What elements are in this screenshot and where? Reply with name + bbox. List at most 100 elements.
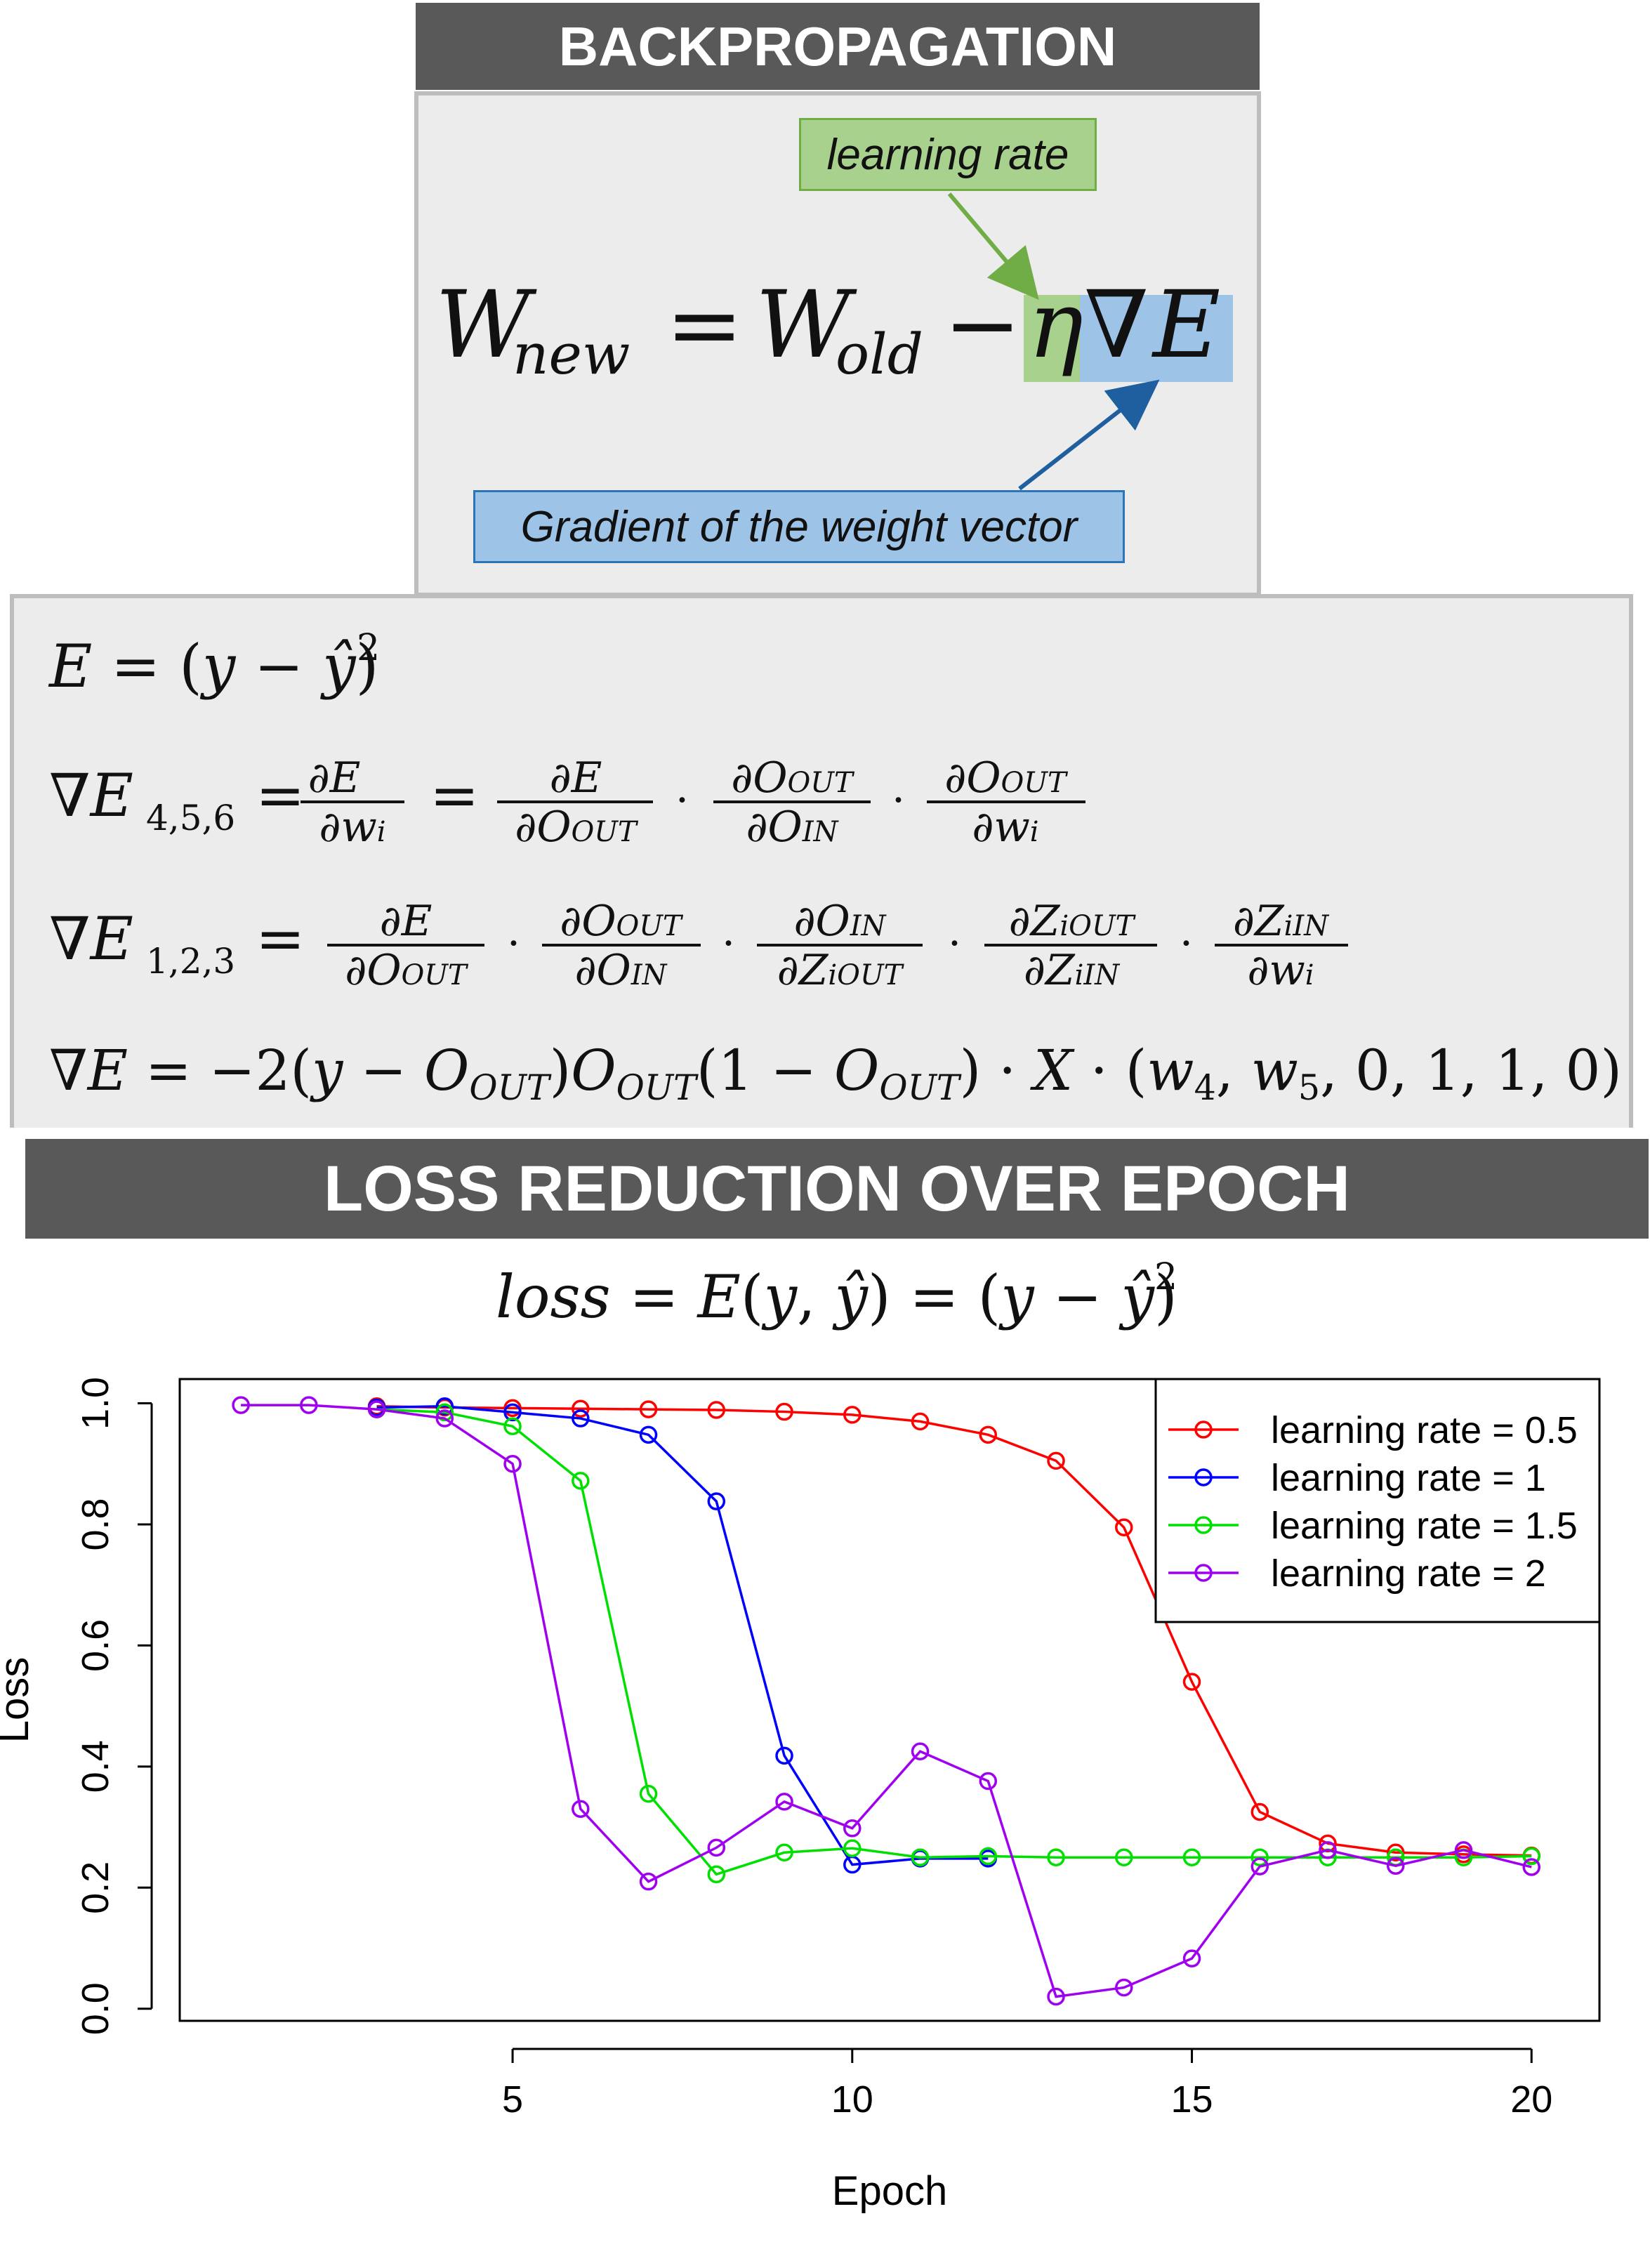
- svg-text:∇E: ∇E: [49, 904, 133, 973]
- data-point-series-1: [1182, 1673, 1201, 1691]
- update-rule-equation: W new = W old − η ∇ E: [435, 271, 1220, 387]
- y-axis-label: Loss: [0, 1657, 37, 1743]
- svg-text:2: 2: [357, 627, 380, 669]
- data-point-series-4: [843, 1819, 862, 1838]
- data-point-series-2: [775, 1746, 793, 1765]
- svg-text:∂E: ∂E: [380, 897, 433, 946]
- data-point-series-1: [1387, 1843, 1405, 1862]
- svg-text:∇: ∇: [1084, 271, 1149, 379]
- legend-marker: [1194, 1564, 1213, 1582]
- svg-text:·: ·: [675, 776, 689, 825]
- svg-text:·: ·: [507, 919, 520, 968]
- learning-rate-callout: learning rate: [799, 118, 1097, 191]
- loss-reduction-title: LOSS REDUCTION OVER EPOCH: [324, 1152, 1350, 1225]
- svg-text:∂wi: ∂wi: [972, 803, 1038, 852]
- y-tick-label: 0.4: [74, 1740, 117, 1793]
- plot-frame: [178, 1378, 1601, 2022]
- series-line-2: [376, 1405, 989, 1866]
- data-point-series-3: [503, 1417, 522, 1436]
- svg-text:∇E = −2(y − OOUT)OOUT(1 − OOUT: ∇E = −2(y − OOUT)OOUT(1 − OOUT) · X · (w…: [49, 1038, 1622, 1108]
- data-point-series-3: [1182, 1848, 1201, 1866]
- data-point-series-4: [1387, 1857, 1405, 1875]
- data-point-series-3: [1250, 1848, 1269, 1866]
- legend-marker: [1194, 1516, 1213, 1534]
- data-point-series-3: [639, 1784, 658, 1803]
- data-point-series-3: [1115, 1848, 1133, 1866]
- svg-text:W: W: [435, 271, 537, 379]
- svg-text:−: −: [944, 271, 1022, 379]
- y-tick-label: 0.2: [74, 1861, 117, 1914]
- x-axis-label: Epoch: [832, 2168, 947, 2214]
- series-line-1: [376, 1405, 1532, 1857]
- data-point-series-2: [707, 1492, 726, 1510]
- data-point-series-1: [979, 1425, 998, 1444]
- svg-text:·: ·: [1180, 919, 1193, 968]
- svg-text:old: old: [836, 322, 923, 387]
- data-point-series-3: [843, 1839, 862, 1858]
- svg-text:∂ZiIN: ∂ZiIN: [1233, 897, 1330, 946]
- svg-text:∂OOUT: ∂OOUT: [944, 753, 1069, 803]
- data-point-series-4: [911, 1742, 930, 1761]
- backpropagation-title: BACKPROPAGATION: [558, 15, 1117, 77]
- svg-text:=: =: [256, 761, 305, 830]
- data-point-series-4: [1115, 1978, 1133, 1997]
- svg-text:·: ·: [948, 919, 961, 968]
- data-point-series-1: [572, 1399, 590, 1418]
- data-point-series-3: [979, 1847, 998, 1866]
- data-point-series-2: [435, 1397, 454, 1416]
- svg-text:=: =: [430, 761, 479, 830]
- eta-highlight: [1024, 295, 1080, 382]
- learning-rate-arrow: [947, 192, 1039, 301]
- data-point-series-4: [707, 1838, 726, 1857]
- data-point-series-2: [639, 1425, 658, 1444]
- data-point-series-4: [1250, 1857, 1269, 1875]
- legend-marker: [1194, 1420, 1213, 1439]
- data-point-series-2: [503, 1403, 522, 1422]
- data-point-series-3: [775, 1843, 793, 1862]
- data-point-series-1: [707, 1401, 726, 1419]
- svg-text:∂E: ∂E: [308, 753, 361, 803]
- data-point-series-3: [911, 1848, 930, 1866]
- svg-text:=: =: [256, 904, 305, 973]
- data-point-series-4: [775, 1793, 793, 1811]
- data-point-series-3: [435, 1403, 454, 1422]
- data-point-series-1: [843, 1406, 862, 1424]
- data-point-series-1: [911, 1412, 930, 1431]
- legend-box: [1154, 1378, 1601, 1623]
- data-point-series-4: [979, 1772, 998, 1791]
- data-point-series-1: [639, 1400, 658, 1418]
- svg-text:W: W: [755, 271, 857, 379]
- data-point-series-4: [572, 1800, 590, 1818]
- data-point-series-3: [1047, 1848, 1065, 1866]
- error-equation: E = (y − ŷ) 2: [48, 627, 380, 701]
- gradient-arrow: [1018, 379, 1160, 491]
- svg-text:loss = E(y, ŷ) = (y − ŷ): loss = E(y, ŷ) = (y − ŷ): [496, 1262, 1177, 1331]
- data-point-series-4: [232, 1396, 250, 1414]
- data-point-series-1: [1250, 1802, 1269, 1821]
- data-point-series-4: [1319, 1841, 1337, 1859]
- svg-text:E = (y − ŷ): E = (y − ŷ): [48, 632, 378, 701]
- data-point-series-4: [639, 1872, 658, 1891]
- legend-label: learning rate = 0.5: [1271, 1409, 1578, 1451]
- data-point-series-4: [367, 1400, 386, 1418]
- gradient-highlight: [1080, 295, 1233, 382]
- y-tick-label: 0.6: [74, 1619, 117, 1672]
- data-point-series-4: [1047, 1987, 1065, 2006]
- derivation-panel: [10, 594, 1633, 1128]
- gradient-vector-equation: ∇E = −2(y − OOUT)OOUT(1 − OOUT) · X · (w…: [49, 1038, 1622, 1108]
- data-point-series-4: [1454, 1841, 1473, 1859]
- svg-text:∂wi: ∂wi: [1247, 946, 1314, 995]
- x-tick-label: 5: [502, 2078, 523, 2121]
- svg-text:=: =: [666, 271, 744, 379]
- x-tick-label: 10: [831, 2078, 873, 2121]
- gradient-callout: Gradient of the weight vector: [473, 490, 1125, 563]
- svg-text:∂E: ∂E: [550, 753, 602, 803]
- loss-equation: loss = E(y, ŷ) = (y − ŷ) 2: [496, 1256, 1177, 1331]
- x-tick-label: 15: [1170, 2078, 1213, 2121]
- data-point-series-4: [300, 1396, 318, 1414]
- svg-text:2: 2: [1154, 1256, 1177, 1298]
- data-point-series-1: [1115, 1518, 1133, 1537]
- data-point-series-3: [1522, 1847, 1541, 1866]
